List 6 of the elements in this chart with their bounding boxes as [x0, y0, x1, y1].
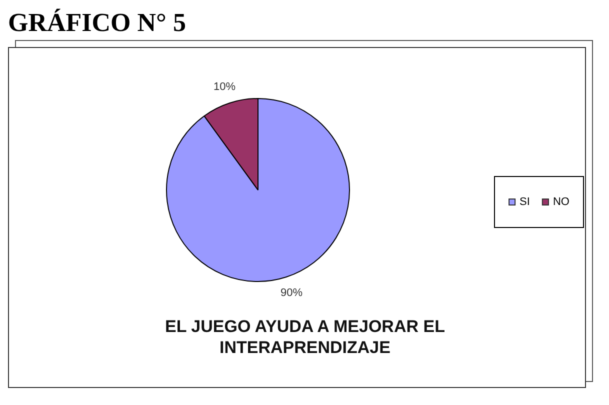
text: EL JUEGO AYUDA A MEJORAR EL INTERAPRENDIZAJE	[164, 316, 446, 358]
text: GRÁFICO N° 5	[8, 8, 186, 38]
legend-label: SI	[520, 196, 530, 208]
data-label: 90%	[280, 287, 303, 300]
data-label: 10%	[213, 80, 236, 93]
legend-label: NO	[552, 196, 570, 208]
